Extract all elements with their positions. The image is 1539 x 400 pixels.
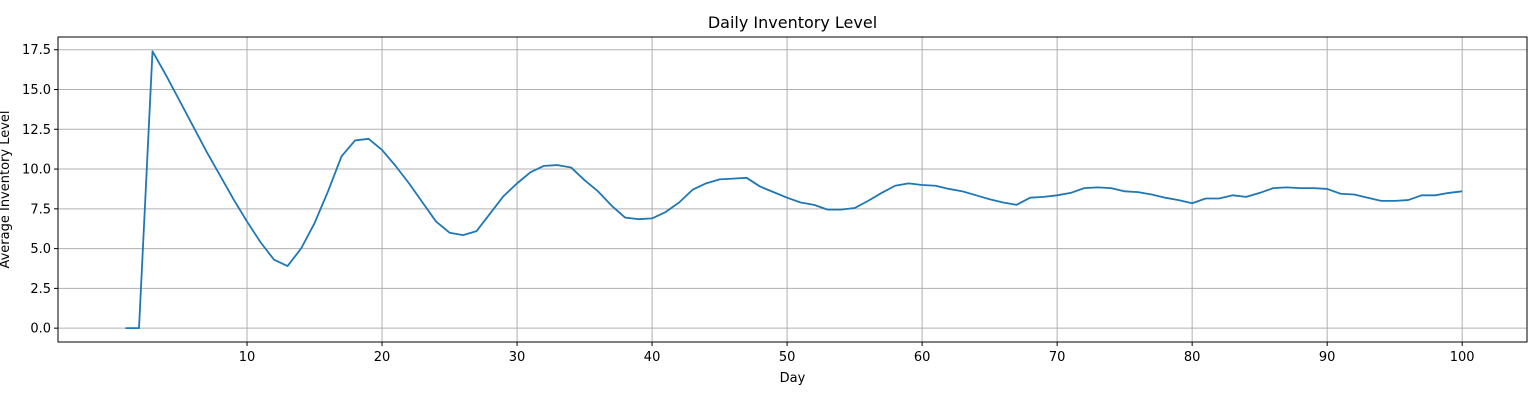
- y-tick-label: 10.0: [22, 163, 51, 178]
- y-tick-label: 15.0: [22, 83, 51, 98]
- y-tick-label: 0.0: [30, 322, 51, 337]
- x-tick-label: 50: [779, 350, 796, 365]
- grid-lines: [58, 37, 1527, 342]
- y-axis-label: Average Inventory Level: [0, 110, 13, 268]
- x-tick-label: 90: [1319, 350, 1336, 365]
- series-line: [125, 50, 1463, 330]
- y-tick-label: 12.5: [22, 123, 51, 138]
- x-tick-label: 70: [1049, 350, 1066, 365]
- x-axis-label: Day: [780, 371, 806, 386]
- y-tick-label: 2.5: [30, 282, 51, 297]
- x-tick-label: 30: [509, 350, 526, 365]
- x-tick-label: 20: [374, 350, 391, 365]
- x-tick-label: 100: [1450, 350, 1475, 365]
- x-tick-label: 10: [239, 350, 256, 365]
- y-tick-label: 5.0: [30, 242, 51, 257]
- x-tick-label: 40: [644, 350, 661, 365]
- y-tick-label: 17.5: [22, 43, 51, 58]
- chart-title: Daily Inventory Level: [708, 13, 877, 32]
- x-tick-label: 80: [1184, 350, 1201, 365]
- y-tick-label: 7.5: [30, 202, 51, 217]
- x-tick-label: 60: [914, 350, 931, 365]
- plot-frame: [57, 36, 1528, 343]
- series-layer: [125, 50, 1463, 330]
- axis-ticks: 10 20 30 40 50 60 70 80 90 100 0.0 2.5 5.0 7.5 10.0 12.…: [22, 43, 1475, 365]
